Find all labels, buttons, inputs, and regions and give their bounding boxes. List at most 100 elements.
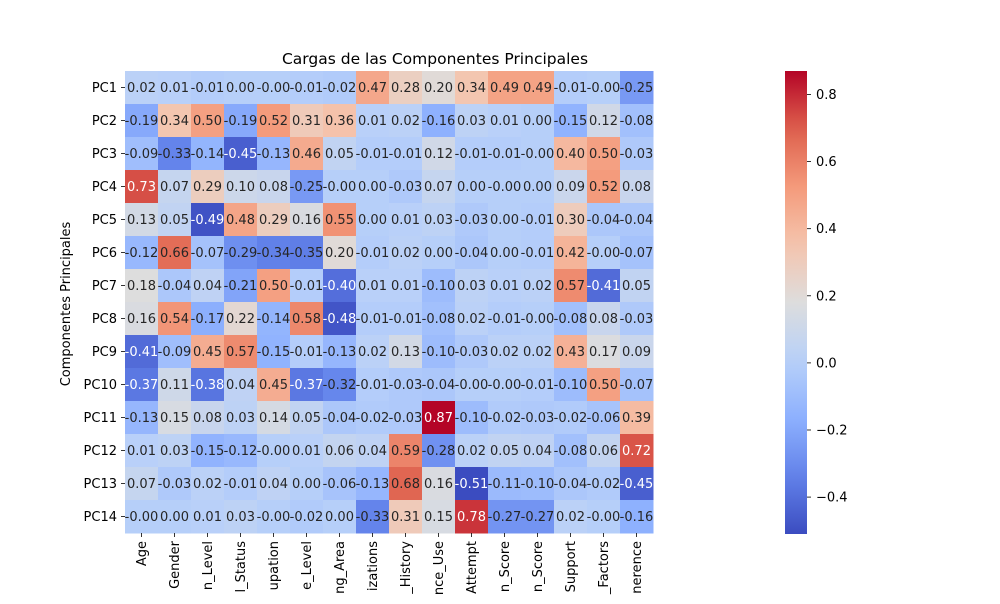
heatmap-cell [455,434,489,468]
cell-value-label: 0.16 [424,477,453,492]
heatmap-cell [257,500,291,534]
cell-value-label: -0.25 [290,180,324,195]
cell-value-label: 0.02 [457,444,486,459]
heatmap-cell [191,236,225,270]
cell-value-label: -0.15 [554,114,588,129]
heatmap-cell [125,269,159,303]
cell-value-label: 0.00 [424,246,453,261]
heatmap-cell [389,401,423,435]
x-axis-ticks: Age Gender n_Level l_Status upation e_Level ng… [135,533,645,595]
cell-value-label: -0.08 [554,444,588,459]
heatmap-cell [323,269,357,303]
cell-value-label: -0.04 [158,279,192,294]
heatmap-cell [488,170,522,204]
heatmap-cell [191,500,225,534]
cell-value-label: 0.02 [457,312,486,327]
x-tick-label: n_Level [201,541,216,590]
heatmap-cell [389,269,423,303]
cell-value-label: 0.45 [259,378,288,393]
heatmap-cell [323,104,357,138]
cell-value-label: 0.00 [523,114,552,129]
cell-value-label: 0.07 [127,477,156,492]
heatmap-cell [356,500,390,534]
cell-value-label: 0.87 [424,411,453,426]
heatmap-cell [554,170,588,204]
heatmap-cell [290,71,324,105]
cell-value-label: -0.06 [323,477,357,492]
cell-value-label: 0.13 [127,213,156,228]
cell-value-label: -0.01 [224,477,258,492]
heatmap-cell [257,401,291,435]
cell-value-label: 0.47 [358,81,387,96]
cell-value-label: -0.04 [554,477,588,492]
heatmap-cell [587,335,621,369]
heatmap-cell [191,401,225,435]
heatmap-cells [125,71,654,534]
heatmap-cell [521,368,555,402]
cell-value-label: -0.03 [389,180,423,195]
cell-value-label: -0.48 [323,312,357,327]
heatmap-cell [257,236,291,270]
cell-value-label: -0.02 [323,81,357,96]
cell-value-label: 0.57 [226,345,255,360]
cell-value-label: 0.05 [292,411,321,426]
y-tick-label: PC14 [84,510,117,525]
cell-value-label: 0.01 [490,279,519,294]
heatmap-cell [158,401,192,435]
cell-value-label: 0.08 [193,411,222,426]
heatmap-cell [422,302,456,336]
x-tick-label: Age [135,541,150,566]
heatmap-cell [257,434,291,468]
heatmap-cell [620,137,654,171]
cell-value-label: -0.04 [323,411,357,426]
heatmap-cell [521,71,555,105]
heatmap-cell [158,104,192,138]
heatmap-cell [620,269,654,303]
cell-value-label: 0.29 [259,213,288,228]
cell-value-label: -0.01 [455,147,489,162]
heatmap-cell [554,236,588,270]
heatmap-cell [389,236,423,270]
cell-value-label: 0.04 [358,444,387,459]
cell-value-label: 0.08 [589,312,618,327]
cell-value-label: 0.66 [160,246,189,261]
cell-value-label: 0.00 [160,510,189,525]
heatmap-cell [554,104,588,138]
heatmap-cell [257,170,291,204]
heatmap-cell [587,401,621,435]
heatmap-cell [488,236,522,270]
cell-value-label: 0.78 [457,510,486,525]
heatmap-cell [224,170,258,204]
heatmap-cell [587,269,621,303]
cell-value-label: -0.08 [554,312,588,327]
cell-value-label: -0.10 [455,411,489,426]
cell-value-label: 0.20 [325,246,354,261]
heatmap-cell [323,137,357,171]
heatmap-cell [125,335,159,369]
cell-value-label: -0.01 [290,81,324,96]
cell-value-label: 0.10 [226,180,255,195]
cell-value-label: 0.04 [193,279,222,294]
cell-value-label: -0.01 [488,147,522,162]
cell-value-label: -0.19 [224,114,258,129]
heatmap-cell [521,236,555,270]
heatmap-cell [455,467,489,501]
cell-value-label: -0.00 [323,180,357,195]
cell-value-label: -0.04 [455,246,489,261]
cell-value-label: -0.01 [356,378,390,393]
heatmap-cell [554,302,588,336]
cell-value-label: -0.00 [488,180,522,195]
cell-value-label: -0.01 [488,312,522,327]
heatmap-cell [488,434,522,468]
heatmap-cell [290,500,324,534]
cell-value-label: -0.13 [257,147,291,162]
cell-value-label: 0.08 [622,180,651,195]
cell-value-label: 0.03 [457,279,486,294]
x-tick-label: _History [399,541,414,595]
cell-value-label: -0.21 [224,279,258,294]
cell-value-label: 0.46 [292,147,321,162]
x-tick-label: l_Status [234,541,249,593]
heatmap-cell [521,302,555,336]
